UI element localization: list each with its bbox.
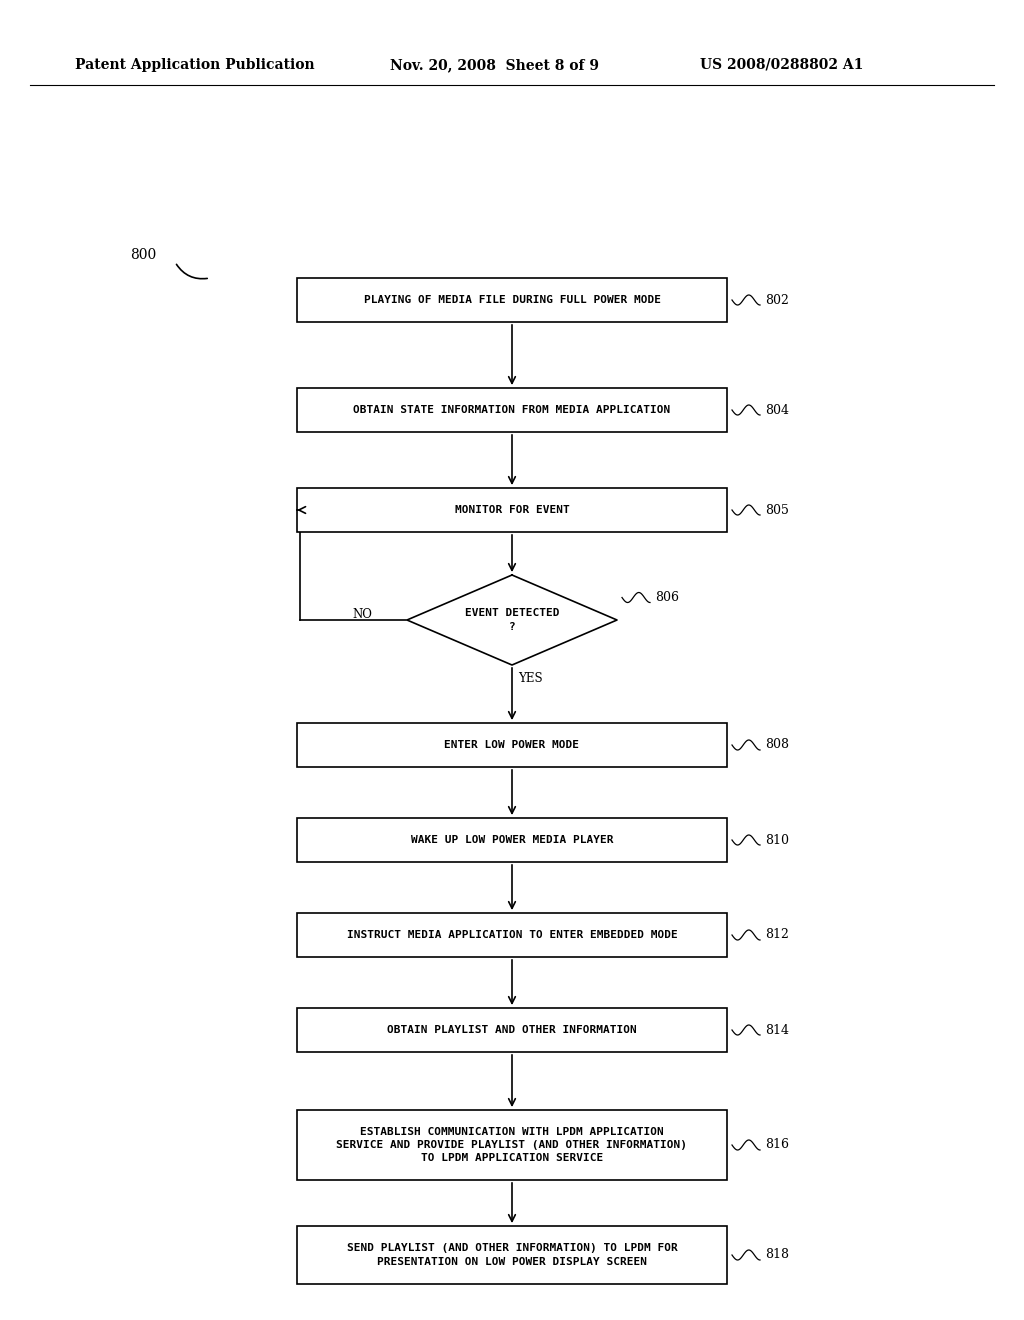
Bar bbox=[297, 1008, 727, 1052]
Bar bbox=[297, 913, 727, 957]
Text: 810: 810 bbox=[765, 833, 790, 846]
Text: INSTRUCT MEDIA APPLICATION TO ENTER EMBEDDED MODE: INSTRUCT MEDIA APPLICATION TO ENTER EMBE… bbox=[347, 931, 677, 940]
FancyArrowPatch shape bbox=[176, 264, 207, 279]
Text: 814: 814 bbox=[765, 1023, 790, 1036]
Text: Patent Application Publication: Patent Application Publication bbox=[75, 58, 314, 73]
Text: 808: 808 bbox=[765, 738, 790, 751]
Text: 805: 805 bbox=[765, 503, 788, 516]
Bar bbox=[297, 488, 727, 532]
Text: 802: 802 bbox=[765, 293, 788, 306]
Polygon shape bbox=[407, 576, 617, 665]
Bar bbox=[297, 723, 727, 767]
Text: 800: 800 bbox=[130, 248, 157, 261]
Text: WAKE UP LOW POWER MEDIA PLAYER: WAKE UP LOW POWER MEDIA PLAYER bbox=[411, 836, 613, 845]
Bar bbox=[297, 1110, 727, 1180]
Text: ESTABLISH COMMUNICATION WITH LPDM APPLICATION
SERVICE AND PROVIDE PLAYLIST (AND : ESTABLISH COMMUNICATION WITH LPDM APPLIC… bbox=[337, 1127, 687, 1163]
Text: 806: 806 bbox=[655, 591, 679, 605]
Bar bbox=[297, 388, 727, 432]
Text: MONITOR FOR EVENT: MONITOR FOR EVENT bbox=[455, 506, 569, 515]
Text: NO: NO bbox=[352, 607, 372, 620]
Text: SEND PLAYLIST (AND OTHER INFORMATION) TO LPDM FOR
PRESENTATION ON LOW POWER DISP: SEND PLAYLIST (AND OTHER INFORMATION) TO… bbox=[347, 1243, 677, 1267]
Bar bbox=[297, 1226, 727, 1284]
Text: YES: YES bbox=[518, 672, 543, 685]
Text: US 2008/0288802 A1: US 2008/0288802 A1 bbox=[700, 58, 863, 73]
Text: 812: 812 bbox=[765, 928, 788, 941]
Text: EVENT DETECTED
?: EVENT DETECTED ? bbox=[465, 609, 559, 631]
Text: 804: 804 bbox=[765, 404, 790, 417]
Text: Nov. 20, 2008  Sheet 8 of 9: Nov. 20, 2008 Sheet 8 of 9 bbox=[390, 58, 599, 73]
Text: 818: 818 bbox=[765, 1249, 790, 1262]
Text: 816: 816 bbox=[765, 1138, 790, 1151]
Text: OBTAIN STATE INFORMATION FROM MEDIA APPLICATION: OBTAIN STATE INFORMATION FROM MEDIA APPL… bbox=[353, 405, 671, 414]
Bar bbox=[297, 279, 727, 322]
Text: OBTAIN PLAYLIST AND OTHER INFORMATION: OBTAIN PLAYLIST AND OTHER INFORMATION bbox=[387, 1026, 637, 1035]
Text: ENTER LOW POWER MODE: ENTER LOW POWER MODE bbox=[444, 741, 580, 750]
Bar bbox=[297, 818, 727, 862]
Text: PLAYING OF MEDIA FILE DURING FULL POWER MODE: PLAYING OF MEDIA FILE DURING FULL POWER … bbox=[364, 294, 660, 305]
